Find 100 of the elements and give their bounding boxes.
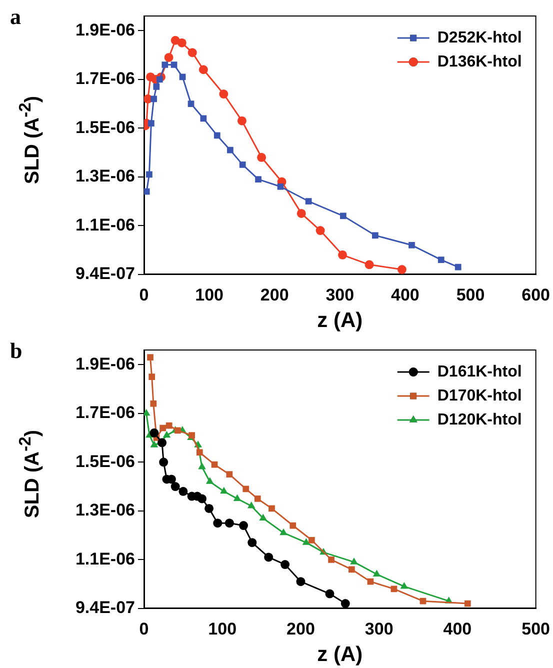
point xyxy=(150,96,157,102)
point xyxy=(277,183,284,190)
point xyxy=(239,162,246,168)
point xyxy=(158,438,167,448)
point xyxy=(350,558,358,564)
point xyxy=(188,100,194,107)
legend-label: D170K-htol xyxy=(437,387,522,404)
y-tick-label: 9.4E-07 xyxy=(75,264,135,284)
y-tick-label: 1.1E-06 xyxy=(75,549,135,568)
point xyxy=(174,427,181,434)
chart-title: b xyxy=(10,338,22,364)
point xyxy=(239,521,248,530)
point xyxy=(213,518,222,528)
point xyxy=(237,116,246,126)
point xyxy=(166,422,172,429)
point xyxy=(338,250,348,260)
point xyxy=(170,482,180,492)
point xyxy=(390,586,398,592)
point xyxy=(254,496,261,502)
legend-label: D161K-htol xyxy=(437,363,522,380)
x-tick-label: 200 xyxy=(286,619,315,638)
point xyxy=(204,504,214,513)
point xyxy=(198,65,208,74)
point xyxy=(150,440,158,448)
y-tick-label: 1.9E-06 xyxy=(75,20,135,40)
point xyxy=(296,577,306,586)
x-tick-label: 400 xyxy=(391,285,420,304)
point xyxy=(397,265,406,274)
point xyxy=(438,256,444,263)
legend-label: D252K-htol xyxy=(437,29,522,46)
point xyxy=(178,486,188,496)
point xyxy=(408,242,415,248)
y-tick-label: 9.4E-07 xyxy=(75,598,135,618)
point xyxy=(219,90,228,99)
point xyxy=(197,494,206,504)
point xyxy=(268,505,275,512)
x-tick-label: 100 xyxy=(208,619,237,638)
x-axis-title: z (A) xyxy=(317,643,363,666)
point xyxy=(280,528,288,536)
point xyxy=(226,471,233,478)
point xyxy=(160,424,166,432)
point xyxy=(220,486,228,494)
point xyxy=(211,461,218,468)
point xyxy=(148,374,156,380)
x-tick-label: 500 xyxy=(522,619,550,638)
point xyxy=(400,582,408,589)
point xyxy=(316,226,325,236)
point xyxy=(257,152,266,162)
point xyxy=(242,486,250,492)
point xyxy=(364,260,374,270)
point xyxy=(150,400,157,407)
point xyxy=(224,518,234,528)
x-tick-label: 500 xyxy=(456,285,485,304)
point xyxy=(308,536,315,544)
point xyxy=(227,146,234,154)
y-tick-label: 1.1E-06 xyxy=(75,215,135,234)
point xyxy=(177,38,186,48)
point xyxy=(248,538,257,548)
point xyxy=(420,598,426,604)
x-tick-label: 300 xyxy=(364,619,394,638)
y-tick-label: 1.5E-06 xyxy=(75,118,135,137)
point xyxy=(348,566,355,573)
point xyxy=(162,430,171,438)
point xyxy=(214,132,220,139)
y-tick-label: 1.7E-06 xyxy=(75,403,135,422)
x-tick-label: 0 xyxy=(139,619,149,638)
y-tick-label: 1.3E-06 xyxy=(75,166,135,186)
point xyxy=(305,198,312,204)
y-tick-label: 1.3E-06 xyxy=(75,500,135,520)
point xyxy=(159,458,168,467)
point xyxy=(146,171,152,178)
y-tick-label: 1.7E-06 xyxy=(75,69,135,88)
legend-label: D136K-htol xyxy=(437,53,522,70)
point xyxy=(325,589,334,598)
point xyxy=(280,560,290,570)
point xyxy=(302,538,310,545)
x-axis-title: z (A) xyxy=(317,309,363,332)
point xyxy=(259,514,268,520)
point xyxy=(264,552,274,562)
legend-label: D120K-htol xyxy=(437,411,522,428)
point xyxy=(198,462,206,470)
point xyxy=(196,449,203,456)
point xyxy=(206,477,214,484)
y-tick-label: 1.9E-06 xyxy=(75,354,135,374)
point xyxy=(340,212,346,220)
point xyxy=(144,188,150,195)
x-tick-label: 400 xyxy=(443,619,472,638)
y-tick-label: 1.5E-06 xyxy=(75,452,135,471)
point xyxy=(153,84,160,90)
point xyxy=(162,62,168,68)
point xyxy=(290,522,296,529)
point xyxy=(464,600,471,607)
point xyxy=(233,494,242,501)
point xyxy=(340,599,350,608)
x-tick-label: 100 xyxy=(195,285,224,304)
point xyxy=(148,120,154,126)
point xyxy=(164,52,174,62)
point xyxy=(255,176,262,183)
point xyxy=(454,264,462,270)
x-tick-label: 200 xyxy=(260,285,289,304)
